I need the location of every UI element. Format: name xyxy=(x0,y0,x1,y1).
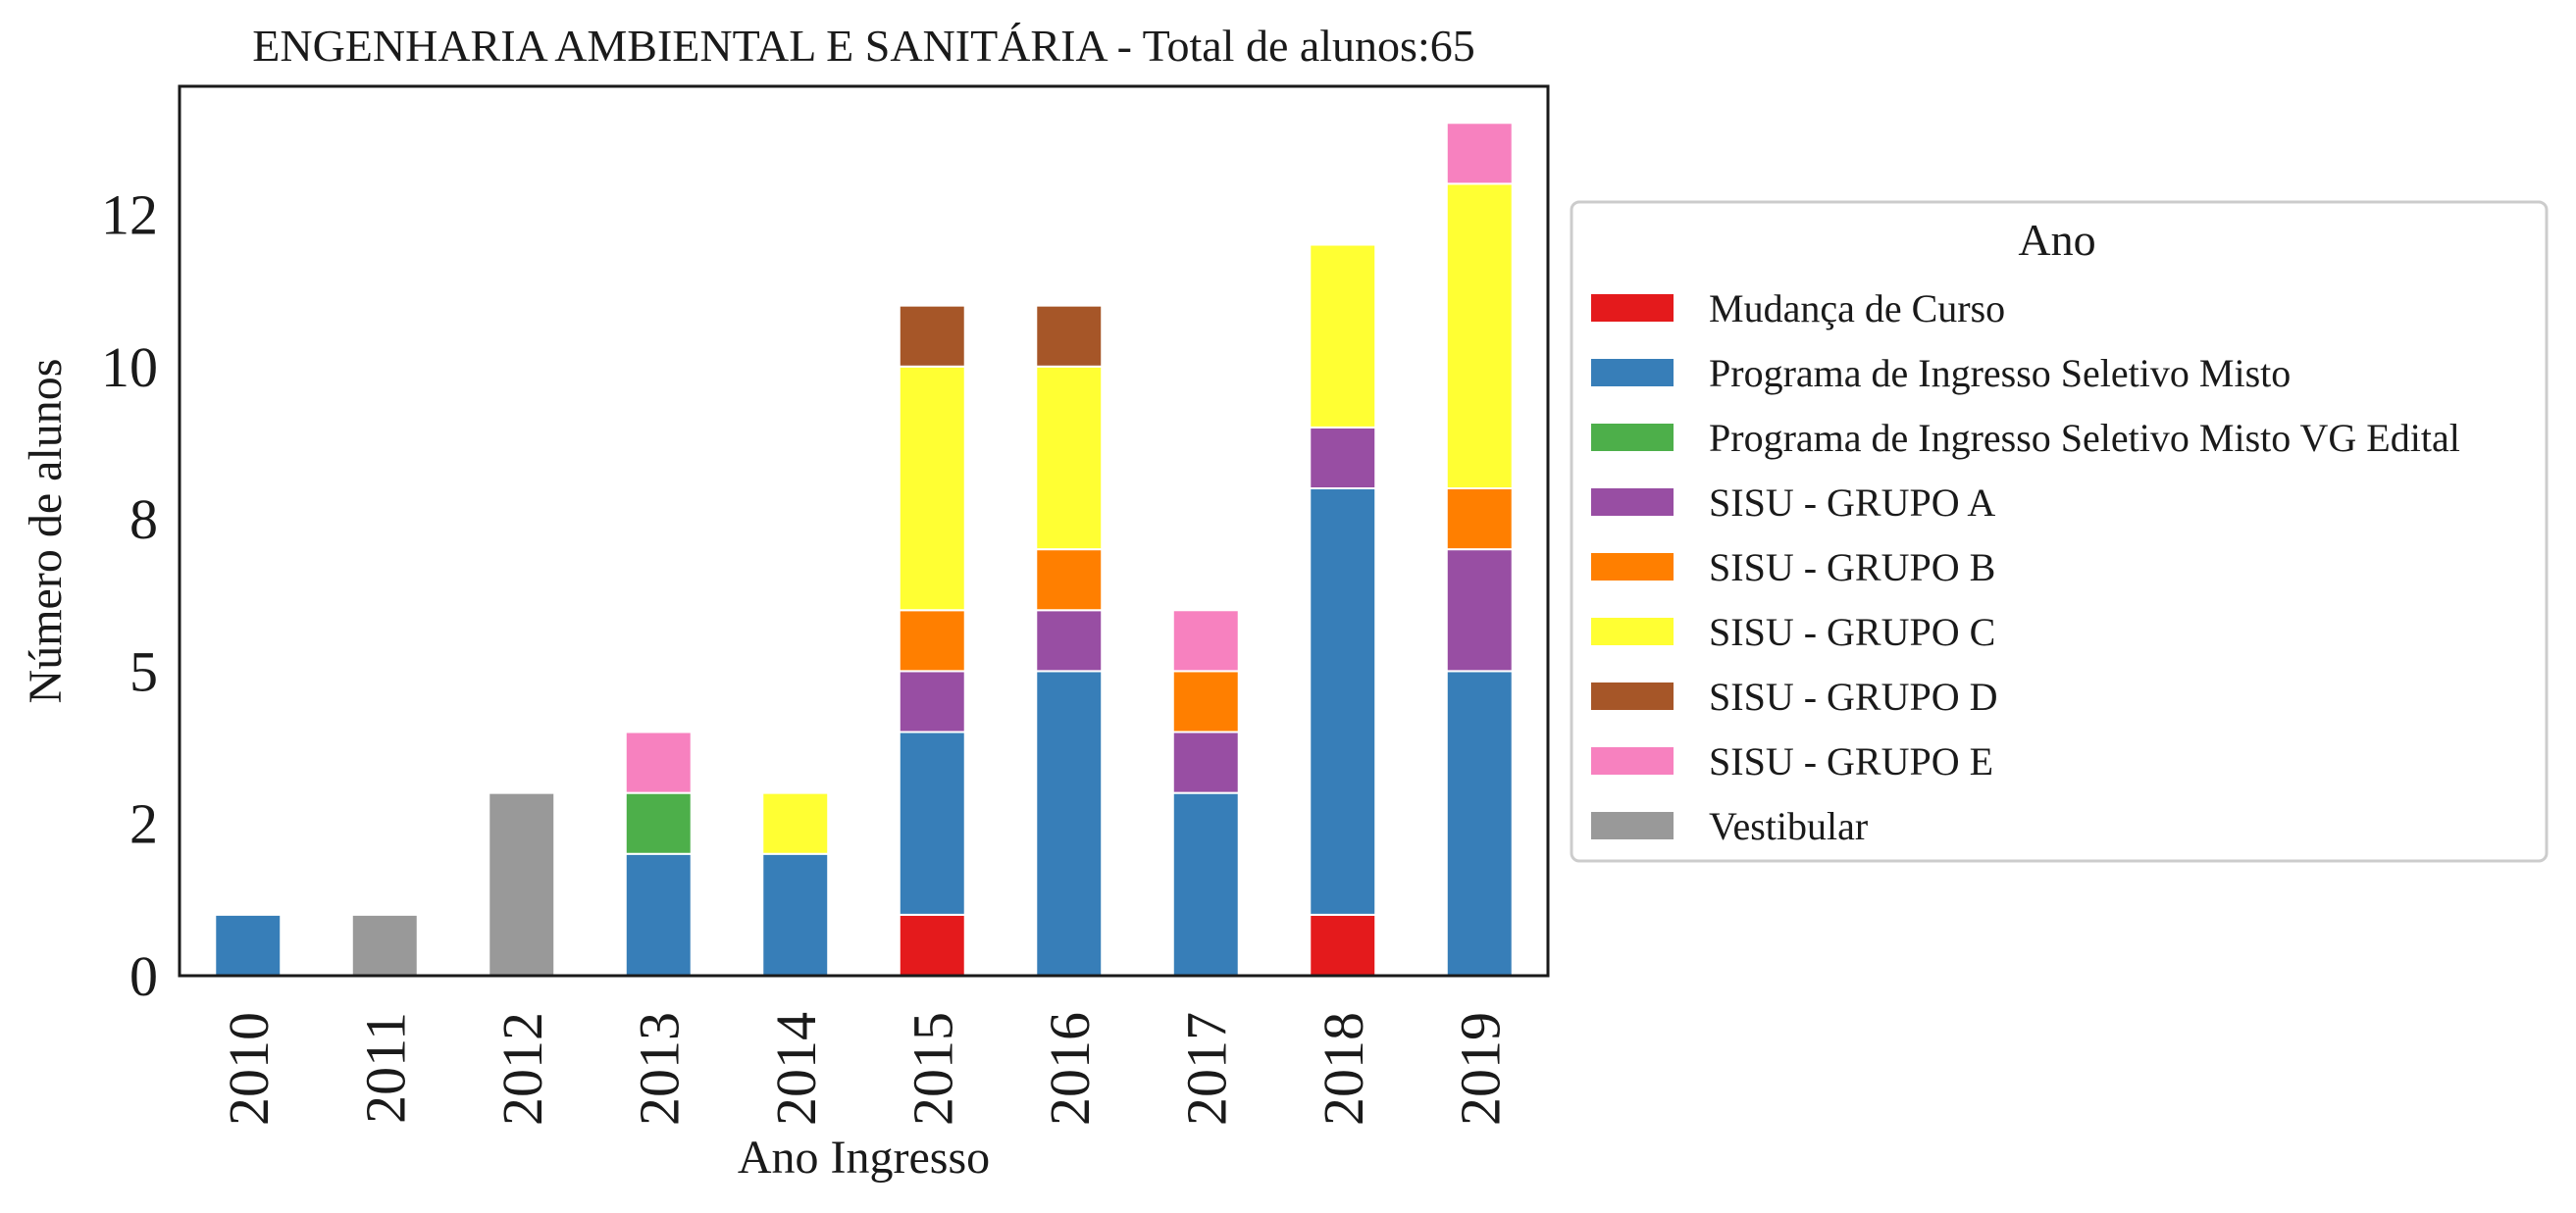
legend-label: Vestibular xyxy=(1709,804,1868,848)
bar-segment xyxy=(1445,122,1514,185)
y-tick-label: 8 xyxy=(129,487,158,551)
y-tick-label: 2 xyxy=(129,792,158,856)
bar-segment xyxy=(1035,548,1104,612)
legend-swatch xyxy=(1591,424,1674,451)
bar-segment xyxy=(1171,791,1240,977)
legend-title: Ano xyxy=(2018,215,2095,265)
bar-segment xyxy=(898,670,966,733)
x-tick-label: 2015 xyxy=(901,1012,964,1126)
x-tick-label: 2010 xyxy=(217,1012,281,1126)
bar-segment xyxy=(898,304,966,368)
bar-segment xyxy=(898,731,966,916)
x-tick-label: 2019 xyxy=(1448,1012,1512,1126)
x-tick-label: 2018 xyxy=(1312,1012,1375,1126)
bar-segment xyxy=(761,791,830,855)
legend-swatch xyxy=(1591,488,1674,516)
x-axis-label: Ano Ingresso xyxy=(738,1132,990,1184)
bar-segment xyxy=(488,791,556,977)
bar-segment xyxy=(624,791,693,855)
bar-segment xyxy=(1035,365,1104,551)
bar-segment xyxy=(898,365,966,612)
bar-segment xyxy=(624,731,693,794)
bar-segment xyxy=(214,913,283,977)
y-axis-label: Número de alunos xyxy=(20,359,72,704)
legend-label: SISU - GRUPO A xyxy=(1709,480,1995,525)
bar-segment xyxy=(1035,304,1104,368)
bar-segment xyxy=(898,609,966,673)
y-tick-label: 12 xyxy=(101,182,158,246)
legend: Ano Mudança de Curso Programa de Ingresso … xyxy=(1570,200,2549,863)
y-tick-label: 0 xyxy=(129,944,158,1008)
bar-segment xyxy=(1035,609,1104,673)
legend-swatch xyxy=(1591,618,1674,645)
legend-swatch xyxy=(1591,747,1674,775)
bar-segment xyxy=(1309,487,1377,916)
legend-label: Programa de Ingresso Seletivo Misto xyxy=(1709,351,2291,395)
x-tick-label: 2013 xyxy=(627,1012,691,1126)
bar-segment xyxy=(1171,609,1240,673)
legend-label: Programa de Ingresso Seletivo Misto VG E… xyxy=(1709,416,2460,460)
legend-swatch xyxy=(1591,812,1674,839)
legend-swatch xyxy=(1591,553,1674,581)
plot-area: ENGENHARIA AMBIENTAL E SANITÁRIA - Total… xyxy=(20,21,1550,1184)
bar-segment xyxy=(624,852,693,977)
legend-swatch xyxy=(1591,359,1674,386)
bar-segment xyxy=(1309,426,1377,490)
bar-segment xyxy=(1309,243,1377,429)
bar-segment xyxy=(1445,670,1514,977)
legend-label: SISU - GRUPO C xyxy=(1709,610,1995,654)
legend-frame xyxy=(1570,200,2549,863)
x-tick-label: 2014 xyxy=(764,1012,828,1126)
bar-segment xyxy=(1035,670,1104,977)
bar-segment xyxy=(1445,487,1514,551)
legend-swatch xyxy=(1591,682,1674,710)
bar-segment xyxy=(1171,731,1240,794)
y-tick-label: 5 xyxy=(129,639,158,703)
plot-frame xyxy=(178,84,1550,978)
bar-segment xyxy=(1445,548,1514,673)
legend-label: SISU - GRUPO E xyxy=(1709,739,1993,783)
bar-segment xyxy=(898,913,966,977)
y-tick-label: 10 xyxy=(101,335,158,399)
bar-segment xyxy=(350,913,419,977)
bar-segment xyxy=(1445,182,1514,490)
legend-label: Mudança de Curso xyxy=(1709,286,2005,330)
chart-title: ENGENHARIA AMBIENTAL E SANITÁRIA - Total… xyxy=(252,21,1475,71)
legend-label: SISU - GRUPO B xyxy=(1709,545,1995,589)
x-tick-label: 2016 xyxy=(1038,1012,1102,1126)
legend-label: SISU - GRUPO D xyxy=(1709,675,1998,719)
bar-segment xyxy=(1309,913,1377,977)
x-tick-label: 2011 xyxy=(353,1012,417,1124)
bar-segment xyxy=(1171,670,1240,733)
legend-swatch xyxy=(1591,294,1674,322)
x-tick-label: 2012 xyxy=(490,1012,554,1126)
bar-segment xyxy=(761,852,830,977)
x-tick-label: 2017 xyxy=(1174,1012,1238,1126)
